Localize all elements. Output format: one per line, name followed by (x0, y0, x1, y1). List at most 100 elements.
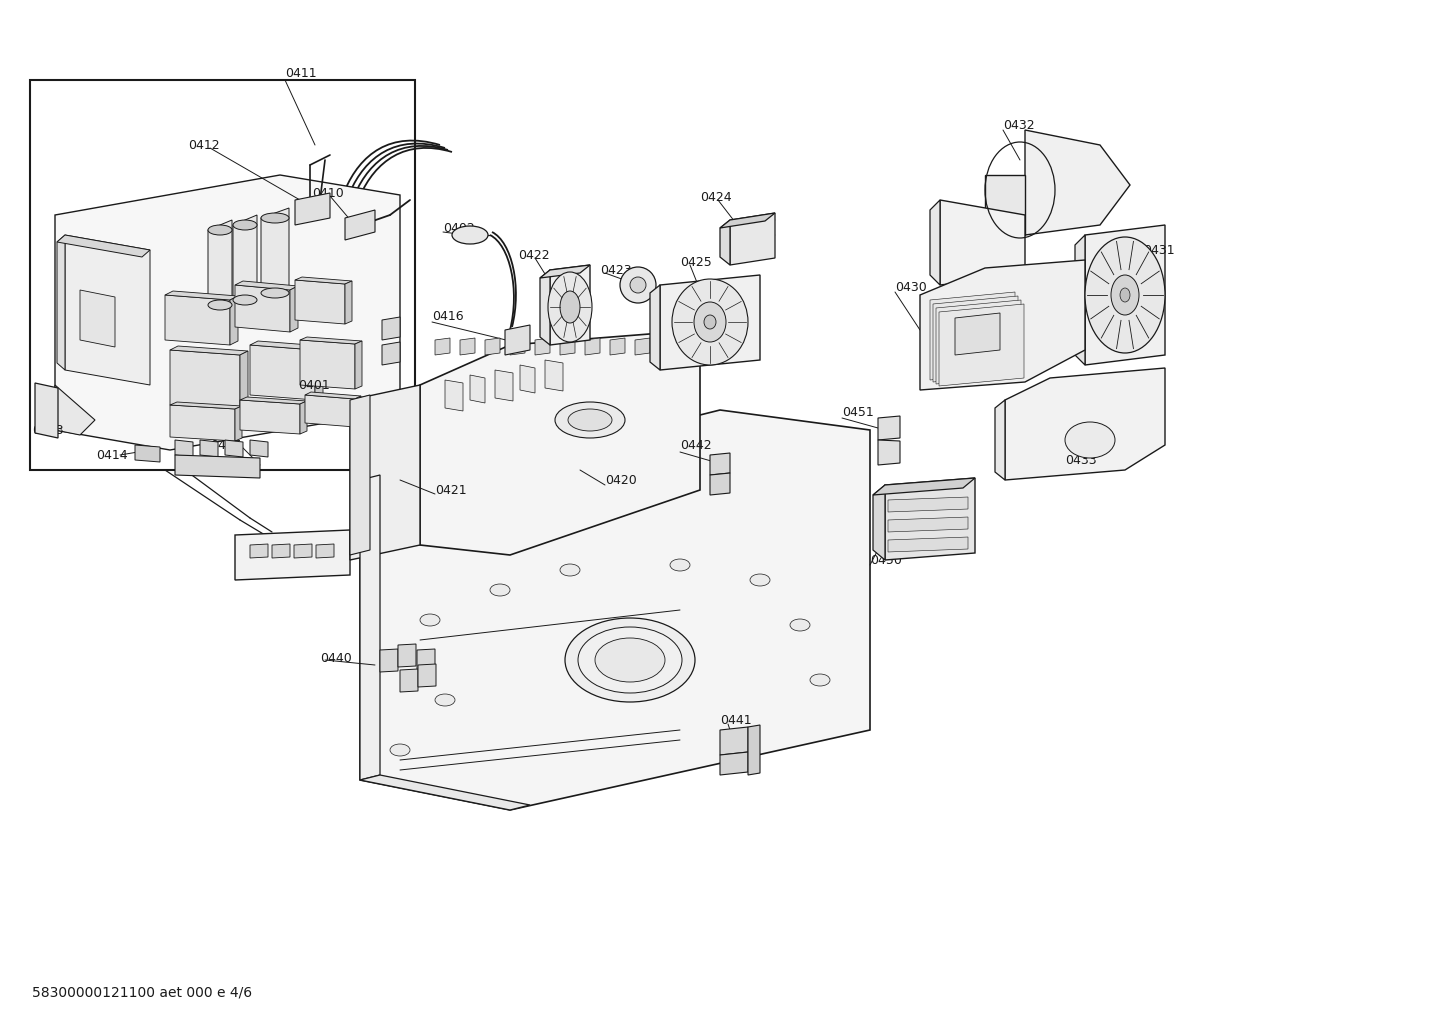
Ellipse shape (672, 279, 748, 365)
Polygon shape (585, 338, 600, 355)
Polygon shape (355, 341, 362, 389)
Ellipse shape (568, 409, 611, 431)
Text: 0424: 0424 (699, 191, 731, 204)
Polygon shape (936, 300, 1021, 384)
Polygon shape (495, 370, 513, 401)
Polygon shape (136, 445, 160, 462)
Text: 0412: 0412 (187, 139, 219, 152)
Text: 58300000121100 aet 000 e 4/6: 58300000121100 aet 000 e 4/6 (32, 985, 252, 999)
Polygon shape (300, 340, 355, 389)
Polygon shape (65, 235, 150, 385)
Ellipse shape (704, 315, 717, 329)
Polygon shape (920, 260, 1084, 390)
Polygon shape (420, 330, 699, 555)
Polygon shape (381, 649, 398, 672)
Text: 0416: 0416 (433, 310, 464, 322)
Text: 0402: 0402 (443, 221, 474, 234)
Polygon shape (174, 455, 260, 478)
Polygon shape (650, 285, 660, 370)
Ellipse shape (694, 302, 725, 342)
Polygon shape (314, 346, 323, 400)
Polygon shape (930, 200, 940, 285)
Polygon shape (505, 325, 531, 355)
Polygon shape (200, 440, 218, 457)
Polygon shape (350, 395, 371, 555)
Polygon shape (35, 383, 58, 438)
Polygon shape (1074, 235, 1084, 365)
Polygon shape (535, 338, 549, 355)
Polygon shape (539, 265, 590, 278)
Ellipse shape (1110, 275, 1139, 315)
Polygon shape (446, 380, 463, 411)
Ellipse shape (790, 619, 810, 631)
Text: 0442: 0442 (681, 438, 711, 451)
Ellipse shape (208, 300, 232, 310)
Polygon shape (730, 213, 774, 265)
Polygon shape (170, 350, 239, 410)
Ellipse shape (1066, 422, 1115, 458)
Text: 0415: 0415 (211, 438, 242, 451)
Polygon shape (249, 440, 268, 457)
Ellipse shape (578, 627, 682, 693)
Polygon shape (885, 478, 975, 560)
Text: 0410: 0410 (311, 186, 343, 200)
Polygon shape (360, 475, 381, 780)
Ellipse shape (671, 559, 691, 571)
Polygon shape (545, 360, 562, 391)
Polygon shape (872, 478, 975, 495)
Polygon shape (610, 338, 624, 355)
Text: 0432: 0432 (1004, 118, 1034, 131)
Ellipse shape (234, 220, 257, 230)
Polygon shape (316, 544, 335, 558)
Polygon shape (294, 544, 311, 558)
Ellipse shape (559, 291, 580, 323)
Polygon shape (382, 317, 399, 340)
Ellipse shape (420, 614, 440, 626)
Polygon shape (660, 275, 760, 370)
Text: 0422: 0422 (518, 249, 549, 262)
Polygon shape (79, 290, 115, 347)
Polygon shape (300, 401, 307, 434)
Ellipse shape (630, 277, 646, 293)
Text: 0425: 0425 (681, 256, 712, 268)
Polygon shape (720, 727, 748, 755)
Ellipse shape (548, 272, 593, 342)
Polygon shape (470, 375, 485, 403)
Polygon shape (720, 752, 748, 775)
Polygon shape (720, 213, 774, 228)
Text: 0430: 0430 (895, 280, 927, 293)
Polygon shape (539, 270, 549, 345)
Polygon shape (709, 453, 730, 475)
Polygon shape (382, 342, 399, 365)
Polygon shape (239, 397, 307, 404)
Text: 0401: 0401 (298, 378, 330, 391)
Polygon shape (399, 669, 418, 692)
Polygon shape (208, 220, 232, 310)
Polygon shape (345, 210, 375, 240)
Text: 0450: 0450 (870, 553, 901, 567)
Polygon shape (888, 497, 968, 512)
Polygon shape (225, 440, 244, 457)
Polygon shape (1025, 130, 1131, 235)
Ellipse shape (234, 294, 257, 305)
Polygon shape (930, 292, 1015, 380)
Polygon shape (418, 664, 435, 687)
Polygon shape (634, 338, 650, 355)
Text: 0441: 0441 (720, 713, 751, 727)
Ellipse shape (559, 564, 580, 576)
Polygon shape (239, 400, 300, 434)
Polygon shape (290, 286, 298, 332)
Text: 0451: 0451 (842, 406, 874, 419)
Ellipse shape (1084, 237, 1165, 353)
Polygon shape (355, 396, 360, 427)
Polygon shape (164, 291, 238, 300)
Polygon shape (995, 400, 1005, 480)
Ellipse shape (620, 267, 656, 303)
Polygon shape (300, 337, 362, 344)
Polygon shape (345, 281, 352, 324)
Polygon shape (249, 345, 314, 400)
Polygon shape (709, 473, 730, 495)
Polygon shape (940, 200, 1025, 285)
Text: 0414: 0414 (97, 448, 128, 462)
Polygon shape (888, 517, 968, 532)
